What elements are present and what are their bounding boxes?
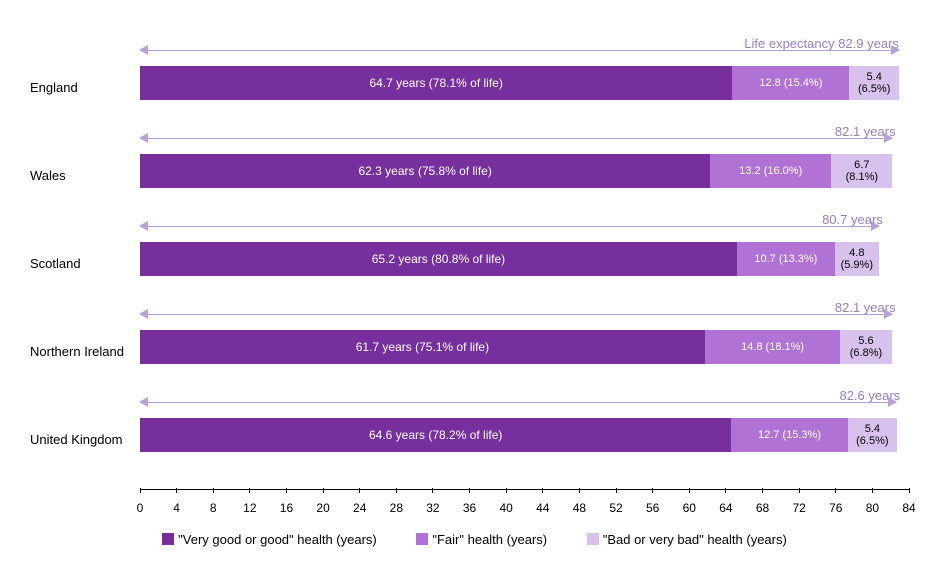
segment-bad-label: 6.7(8.1%) xyxy=(846,159,878,183)
life-expectancy-label: Life expectancy 82.9 years xyxy=(744,36,899,51)
legend-label-fair: "Fair" health (years) xyxy=(432,532,547,547)
row-united-kingdom: United Kingdom82.6 years64.6 years (78.2… xyxy=(140,382,909,470)
segment-bad-label: 4.8(5.9%) xyxy=(841,247,873,271)
life-expectancy-arrow: Life expectancy 82.9 years xyxy=(140,42,899,60)
segment-bad: 5.4(6.5%) xyxy=(848,418,897,452)
segment-fair: 14.8 (18.1%) xyxy=(705,330,840,364)
legend-swatch-bad xyxy=(587,533,599,545)
tick-label: 76 xyxy=(829,501,842,515)
life-expectancy-label: 82.6 years xyxy=(839,388,900,403)
legend-item-good: "Very good or good" health (years) xyxy=(162,532,380,547)
life-expectancy-label: 82.1 years xyxy=(835,124,896,139)
row-england: EnglandLife expectancy 82.9 years64.7 ye… xyxy=(140,30,909,118)
segment-bad: 5.4(6.5%) xyxy=(849,66,898,100)
bar-stack: 65.2 years (80.8% of life)10.7 (13.3%)4.… xyxy=(140,242,879,276)
segment-fair: 12.7 (15.3%) xyxy=(731,418,847,452)
segment-fair: 12.8 (15.4%) xyxy=(732,66,849,100)
bar-stack: 64.6 years (78.2% of life)12.7 (15.3%) 5.… xyxy=(140,418,897,452)
tick-label: 32 xyxy=(426,501,439,515)
tick-label: 40 xyxy=(500,501,513,515)
plot-area: EnglandLife expectancy 82.9 years64.7 ye… xyxy=(140,20,909,490)
tick-label: 64 xyxy=(719,501,732,515)
category-label: United Kingdom xyxy=(30,432,135,447)
life-expectancy-arrow: 82.1 years xyxy=(140,130,892,148)
legend-item-fair: "Fair" health (years) xyxy=(416,532,550,547)
x-axis: 0481216202428323640444852566064687276808… xyxy=(140,489,909,493)
tick-label: 84 xyxy=(902,501,915,515)
segment-good: 62.3 years (75.8% of life) xyxy=(140,154,710,188)
legend-label-bad: "Bad or very bad" health (years) xyxy=(603,532,787,547)
segment-bad: 4.8(5.9%) xyxy=(835,242,879,276)
tick-label: 60 xyxy=(683,501,696,515)
tick-label: 52 xyxy=(609,501,622,515)
segment-good: 61.7 years (75.1% of life) xyxy=(140,330,705,364)
tick-label: 12 xyxy=(243,501,256,515)
tick-label: 56 xyxy=(646,501,659,515)
tick-label: 36 xyxy=(463,501,476,515)
tick-label: 72 xyxy=(792,501,805,515)
bar-stack: 64.7 years (78.1% of life)12.8 (15.4%) 5.… xyxy=(140,66,899,100)
segment-good: 65.2 years (80.8% of life) xyxy=(140,242,737,276)
legend-swatch-good xyxy=(162,533,174,545)
tick-label: 80 xyxy=(866,501,879,515)
segment-good: 64.6 years (78.2% of life) xyxy=(140,418,731,452)
life-expectancy-label: 80.7 years xyxy=(822,212,883,227)
life-expectancy-label: 82.1 years xyxy=(835,300,896,315)
tick-label: 48 xyxy=(573,501,586,515)
tick-label: 44 xyxy=(536,501,549,515)
life-expectancy-arrow: 82.1 years xyxy=(140,306,892,324)
tick-label: 16 xyxy=(280,501,293,515)
segment-good: 64.7 years (78.1% of life) xyxy=(140,66,732,100)
life-expectancy-arrow: 80.7 years xyxy=(140,218,879,236)
row-scotland: Scotland80.7 years65.2 years (80.8% of l… xyxy=(140,206,909,294)
segment-bad-label: 5.4(6.5%) xyxy=(858,71,890,95)
category-label: England xyxy=(30,80,135,95)
category-label: Scotland xyxy=(30,256,135,271)
category-label: Wales xyxy=(30,168,135,183)
tick-label: 20 xyxy=(316,501,329,515)
legend-item-bad: "Bad or very bad" health (years) xyxy=(587,532,787,547)
tick-label: 68 xyxy=(756,501,769,515)
tick-label: 4 xyxy=(173,501,180,515)
life-expectancy-arrow: 82.6 years xyxy=(140,394,896,412)
tick-label: 28 xyxy=(390,501,403,515)
tick-label: 8 xyxy=(210,501,217,515)
segment-bad-label: 5.6(6.8%) xyxy=(850,335,882,359)
row-wales: Wales82.1 years62.3 years (75.8% of life… xyxy=(140,118,909,206)
segment-fair: 13.2 (16.0%) xyxy=(710,154,831,188)
bar-stack: 61.7 years (75.1% of life)14.8 (18.1%) 5.… xyxy=(140,330,892,364)
life-expectancy-chart: England Life expectancy 82.9 years 64.7 ye… xyxy=(30,20,919,490)
row-northern-ireland: Northern Ireland82.1 years61.7 years (75… xyxy=(140,294,909,382)
legend-label-good: "Very good or good" health (years) xyxy=(178,532,377,547)
segment-bad: 6.7(8.1%) xyxy=(831,154,892,188)
category-label: Northern Ireland xyxy=(30,344,135,359)
segment-bad: 5.6(6.8%) xyxy=(840,330,891,364)
tick-label: 24 xyxy=(353,501,366,515)
tick-label: 0 xyxy=(137,501,144,515)
segment-bad-label: 5.4(6.5%) xyxy=(856,423,888,447)
legend-swatch-fair xyxy=(416,533,428,545)
legend: "Very good or good" health (years) "Fair… xyxy=(30,532,919,547)
segment-fair: 10.7 (13.3%) xyxy=(737,242,835,276)
bar-stack: 62.3 years (75.8% of life)13.2 (16.0%) 6.… xyxy=(140,154,893,188)
